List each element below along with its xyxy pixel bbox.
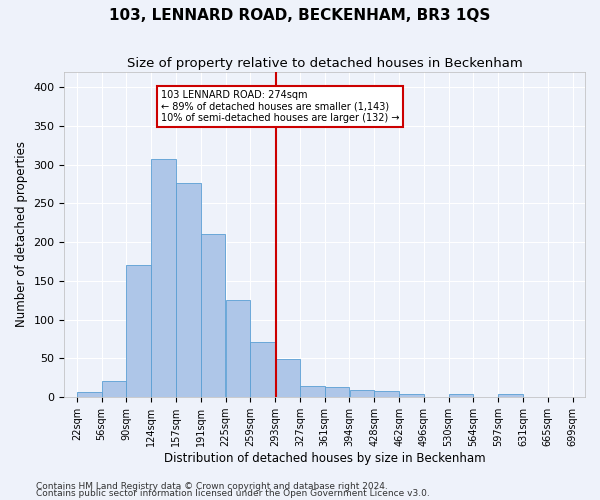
Bar [498,394,523,397]
Y-axis label: Number of detached properties: Number of detached properties [15,142,28,328]
Bar [399,394,424,397]
Bar [77,392,101,397]
Bar [449,394,473,397]
Bar [176,184,200,397]
Bar [127,266,151,397]
Bar [350,390,374,397]
Bar [374,391,399,397]
Text: 103, LENNARD ROAD, BECKENHAM, BR3 1QS: 103, LENNARD ROAD, BECKENHAM, BR3 1QS [109,8,491,22]
Text: Contains HM Land Registry data © Crown copyright and database right 2024.: Contains HM Land Registry data © Crown c… [36,482,388,491]
Bar [226,300,250,397]
Bar [300,386,325,397]
Bar [151,160,176,397]
Bar [275,359,300,397]
Bar [201,234,226,397]
Bar [250,342,275,397]
Bar [325,387,349,397]
Bar [101,381,127,397]
Title: Size of property relative to detached houses in Beckenham: Size of property relative to detached ho… [127,58,523,70]
Text: Contains public sector information licensed under the Open Government Licence v3: Contains public sector information licen… [36,490,430,498]
X-axis label: Distribution of detached houses by size in Beckenham: Distribution of detached houses by size … [164,452,485,465]
Text: 103 LENNARD ROAD: 274sqm
← 89% of detached houses are smaller (1,143)
10% of sem: 103 LENNARD ROAD: 274sqm ← 89% of detach… [161,90,399,123]
